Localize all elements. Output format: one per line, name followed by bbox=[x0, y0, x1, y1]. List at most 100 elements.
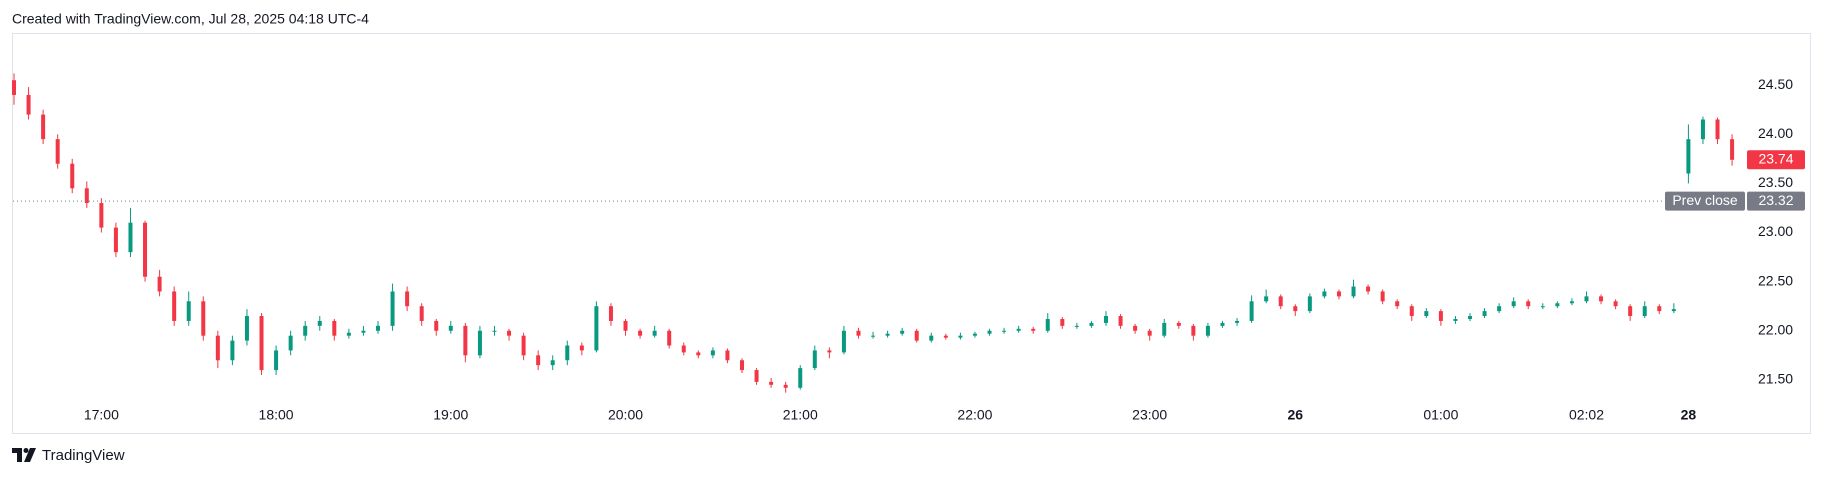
x-tick-label: 21:00 bbox=[783, 407, 818, 423]
candle-body bbox=[1497, 306, 1502, 312]
candle-body bbox=[652, 330, 657, 336]
candle-body bbox=[448, 325, 453, 331]
candle-body bbox=[1002, 330, 1007, 332]
candle-body bbox=[1700, 119, 1705, 140]
candle-body bbox=[288, 335, 293, 351]
candle-body bbox=[1307, 296, 1312, 312]
candle-body bbox=[900, 330, 905, 334]
candle-body bbox=[871, 335, 876, 337]
candle-body bbox=[536, 355, 541, 366]
candle-body bbox=[463, 325, 468, 356]
candle-body bbox=[1366, 286, 1371, 292]
last-price-label: 23.74 bbox=[1758, 150, 1793, 166]
candle-body bbox=[492, 330, 497, 332]
candle-body bbox=[1060, 318, 1065, 326]
candle-body bbox=[1482, 311, 1487, 317]
candle-body bbox=[376, 325, 380, 331]
candle-body bbox=[579, 345, 584, 351]
candle-body bbox=[1074, 325, 1079, 327]
candle-body bbox=[710, 350, 715, 356]
candle-body bbox=[1191, 325, 1196, 336]
candle-body bbox=[1686, 139, 1691, 174]
candle-body bbox=[1613, 301, 1618, 307]
y-tick-label: 24.00 bbox=[1758, 125, 1793, 141]
candle-body bbox=[754, 370, 759, 382]
candle-body bbox=[1016, 328, 1021, 331]
x-tick-label: 01:00 bbox=[1423, 407, 1458, 423]
candle-body bbox=[885, 333, 890, 336]
candle-body bbox=[1031, 328, 1036, 331]
candle-body bbox=[390, 291, 395, 326]
candle-body bbox=[215, 335, 220, 361]
candle-body bbox=[1526, 301, 1531, 307]
candle-body bbox=[507, 330, 512, 336]
y-tick-label: 22.50 bbox=[1758, 272, 1793, 288]
candle-body bbox=[128, 222, 133, 253]
prev-close-value-badge bbox=[1747, 191, 1805, 211]
x-tick-label: 19:00 bbox=[433, 407, 468, 423]
candle-body bbox=[1584, 296, 1589, 302]
candle-body bbox=[958, 335, 963, 338]
candle-body bbox=[681, 345, 686, 353]
y-tick-label: 22.00 bbox=[1758, 321, 1793, 337]
candle-body bbox=[1147, 330, 1152, 336]
y-tick-label: 23.50 bbox=[1758, 174, 1793, 190]
candle-body bbox=[1264, 296, 1269, 302]
prev-close-value: 23.32 bbox=[1758, 192, 1793, 208]
candle-body bbox=[419, 306, 424, 321]
candle-body bbox=[565, 345, 570, 361]
candle-body bbox=[594, 306, 599, 351]
candle-body bbox=[987, 330, 992, 334]
candle-body bbox=[812, 350, 817, 369]
candle-body bbox=[244, 316, 249, 341]
candle-body bbox=[12, 80, 16, 95]
prev-close-badge bbox=[1665, 191, 1745, 211]
candle-body bbox=[361, 330, 366, 333]
candle-body bbox=[972, 333, 977, 336]
candle-body bbox=[41, 114, 46, 140]
candle-body bbox=[1671, 309, 1676, 312]
candle-body bbox=[405, 291, 410, 307]
candle-body bbox=[477, 330, 482, 356]
candle-body bbox=[70, 163, 75, 189]
candle-body bbox=[1453, 318, 1458, 321]
candle-body bbox=[186, 301, 191, 321]
header: Created with TradingView.com, Jul 28, 20… bbox=[12, 11, 369, 27]
candle-body bbox=[827, 350, 832, 353]
y-tick-label: 23.00 bbox=[1758, 223, 1793, 239]
candle-body bbox=[638, 330, 643, 336]
candle-body bbox=[1220, 322, 1225, 326]
candle-body bbox=[608, 306, 613, 321]
candle-body bbox=[1133, 325, 1138, 331]
y-tick-label: 24.50 bbox=[1758, 76, 1793, 92]
candle-body bbox=[259, 316, 264, 371]
candle-body bbox=[1249, 301, 1254, 321]
candle-body bbox=[1642, 306, 1647, 317]
candle-body bbox=[696, 352, 701, 356]
candle-body bbox=[1118, 316, 1123, 326]
candle-body bbox=[26, 94, 31, 115]
candle-body bbox=[1715, 119, 1720, 140]
chart-frame bbox=[12, 33, 1811, 434]
candle-body bbox=[332, 320, 337, 336]
footer-brand: TradingView bbox=[42, 447, 125, 464]
candle-body bbox=[1468, 316, 1472, 319]
candle-body bbox=[550, 360, 555, 366]
candle-body bbox=[157, 276, 162, 292]
candle-body bbox=[623, 320, 628, 331]
candle-body bbox=[1555, 303, 1560, 307]
last-price-badge bbox=[1747, 150, 1805, 170]
candle-body bbox=[1424, 311, 1429, 317]
candle-body bbox=[769, 381, 774, 385]
candle-body bbox=[856, 330, 861, 336]
candle-body bbox=[740, 360, 744, 371]
candle-body bbox=[1540, 306, 1545, 308]
candle-body bbox=[113, 227, 118, 253]
candle-body bbox=[1409, 306, 1414, 317]
candle-body bbox=[1351, 286, 1356, 297]
logo bbox=[12, 448, 36, 462]
candle-body bbox=[914, 330, 919, 341]
candle-body bbox=[1293, 306, 1298, 312]
candle-body bbox=[725, 350, 730, 361]
